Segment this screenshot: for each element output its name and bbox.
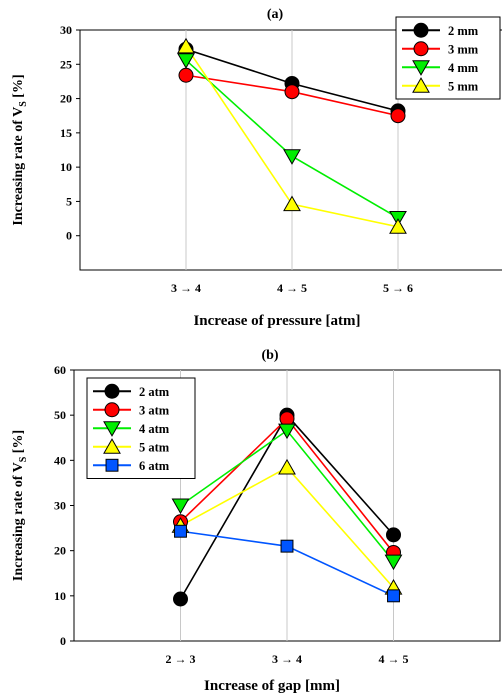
legend-label: 3 atm — [139, 403, 170, 417]
legend-label: 6 atm — [139, 459, 170, 473]
y-axis-label: Increasing rate of VS [%] — [11, 430, 29, 581]
x-tick-label: 3 → 4 — [272, 652, 302, 666]
legend-label: 4 atm — [139, 422, 170, 436]
y-axis-label-subscript: S — [18, 101, 29, 107]
legend-marker — [104, 383, 120, 399]
y-tick-label: 0 — [60, 634, 66, 648]
x-tick-label: 4 → 5 — [379, 652, 409, 666]
legend-marker — [412, 60, 430, 76]
y-tick-label: 30 — [54, 499, 66, 513]
legend-marker — [104, 402, 120, 418]
legend-marker — [103, 438, 121, 454]
chart-panel-2: 2 → 3 3 → 4 4 → 5 0 10 20 30 40 50 60 (b) Increase … — [11, 348, 501, 694]
y-tick-label: 60 — [54, 363, 66, 377]
legend-label: 4 mm — [448, 61, 479, 75]
y-axis-label-subscript: S — [18, 456, 29, 462]
y-axis-label-main: Increasing rate of V — [11, 107, 26, 226]
y-tick-label: 10 — [54, 589, 66, 603]
data-point — [389, 218, 407, 234]
y-axis-label-main: Increasing rate of V — [11, 462, 26, 581]
x-axis-label: Increase of gap [mm] — [204, 678, 340, 694]
y-axis-label-unit: [%] — [11, 430, 26, 457]
legend-label: 2 mm — [448, 24, 479, 38]
legend-marker — [413, 22, 429, 38]
legend-label: 5 atm — [139, 440, 170, 454]
legend-label: 2 atm — [139, 385, 170, 399]
data-point — [178, 67, 194, 83]
data-point — [284, 84, 300, 100]
legend-marker — [103, 421, 121, 437]
y-axis-label: Increasing rate of VS [%] — [11, 74, 29, 225]
data-point — [387, 589, 400, 603]
data-point — [278, 458, 296, 475]
y-tick-label: 50 — [54, 408, 66, 422]
y-axis-label-unit: [%] — [11, 74, 26, 101]
x-tick-label: 3 → 4 — [171, 281, 201, 295]
data-point — [177, 37, 195, 54]
data-point — [171, 498, 190, 515]
data-point — [278, 423, 296, 440]
data-point — [283, 195, 301, 212]
y-tick-label: 25 — [60, 57, 72, 71]
x-tick-label: 5 → 6 — [383, 281, 413, 295]
data-point — [177, 53, 195, 69]
data-point — [384, 554, 403, 571]
x-axis-label: Increase of pressure [atm] — [193, 313, 360, 329]
data-point — [386, 527, 401, 543]
y-tick-label: 20 — [54, 544, 66, 558]
legend-label: 3 mm — [448, 42, 479, 56]
panel-title: (a) — [267, 7, 284, 22]
legend-marker — [412, 77, 430, 93]
data-point — [174, 524, 187, 538]
data-point — [280, 539, 294, 553]
data-point — [173, 591, 188, 607]
y-tick-label: 0 — [66, 229, 72, 243]
data-point — [283, 149, 301, 165]
chart-panel-1: 3 → 4 4 → 5 5 → 6 0 5 10 15 20 25 30 (a) Increase o… — [11, 7, 502, 329]
data-point — [390, 108, 406, 124]
y-tick-label: 10 — [60, 160, 72, 174]
y-tick-label: 5 — [66, 194, 72, 208]
legend-marker — [105, 458, 119, 472]
y-tick-label: 40 — [54, 453, 66, 467]
x-tick-label: 4 → 5 — [277, 281, 307, 295]
legend-marker — [413, 41, 429, 57]
y-tick-label: 15 — [60, 126, 72, 140]
x-tick-label: 2 → 3 — [166, 652, 196, 666]
y-tick-label: 30 — [60, 23, 72, 37]
legend-label: 5 mm — [448, 79, 479, 93]
y-tick-label: 20 — [60, 92, 72, 106]
panel-title: (b) — [261, 348, 278, 363]
